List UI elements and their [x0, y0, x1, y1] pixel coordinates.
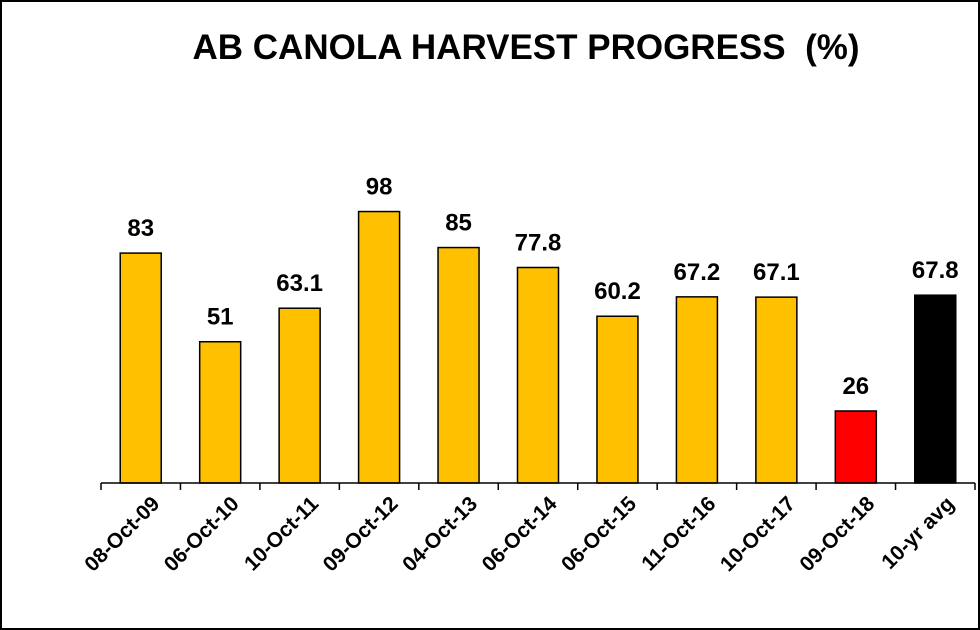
value-label: 63.1	[276, 270, 323, 297]
x-tick-label: 10-Oct-11	[240, 492, 323, 575]
x-tick-label: 10-Oct-17	[716, 492, 800, 576]
value-labels-group: 83 51 63.1 98 85 77.8 60.2 67.2 67.1 26 67.8	[127, 174, 958, 400]
bar	[755, 296, 798, 484]
value-label: 85	[445, 210, 472, 237]
bar	[357, 210, 401, 484]
bar	[516, 266, 560, 484]
bar	[834, 410, 878, 484]
chart-title: AB CANOLA HARVEST PROGRESS (%)	[192, 28, 860, 67]
value-label: 83	[127, 215, 154, 242]
value-label: 67.2	[674, 259, 721, 286]
bar	[198, 340, 242, 484]
value-label: 98	[366, 174, 393, 201]
value-label: 77.8	[515, 229, 562, 256]
bar	[914, 294, 957, 484]
bar	[437, 246, 480, 484]
x-axis	[100, 482, 976, 490]
x-tick-label: 09-Oct-18	[795, 492, 879, 576]
value-label: 51	[207, 304, 234, 331]
x-tick-label: 10-yr avg	[877, 492, 958, 573]
value-label: 67.8	[912, 257, 959, 284]
value-label: 26	[842, 373, 869, 400]
bar	[596, 315, 639, 484]
bars-group	[119, 210, 957, 484]
value-label: 67.1	[753, 259, 800, 286]
bar	[675, 296, 719, 484]
x-tick-label: 04-Oct-13	[398, 492, 482, 576]
x-tick-label: 06-Oct-10	[160, 492, 244, 576]
bar	[278, 307, 321, 484]
x-tick-label: 06-Oct-15	[557, 492, 641, 576]
x-tick-labels-group: 08-Oct-0906-Oct-1010-Oct-1109-Oct-1204-O…	[80, 492, 958, 576]
x-tick-label: 11-Oct-16	[637, 492, 720, 575]
bar	[119, 252, 162, 484]
value-label: 60.2	[594, 278, 641, 305]
x-tick-label: 09-Oct-12	[319, 492, 403, 576]
x-tick-label: 08-Oct-09	[80, 492, 164, 576]
x-tick-label: 06-Oct-14	[478, 492, 562, 576]
